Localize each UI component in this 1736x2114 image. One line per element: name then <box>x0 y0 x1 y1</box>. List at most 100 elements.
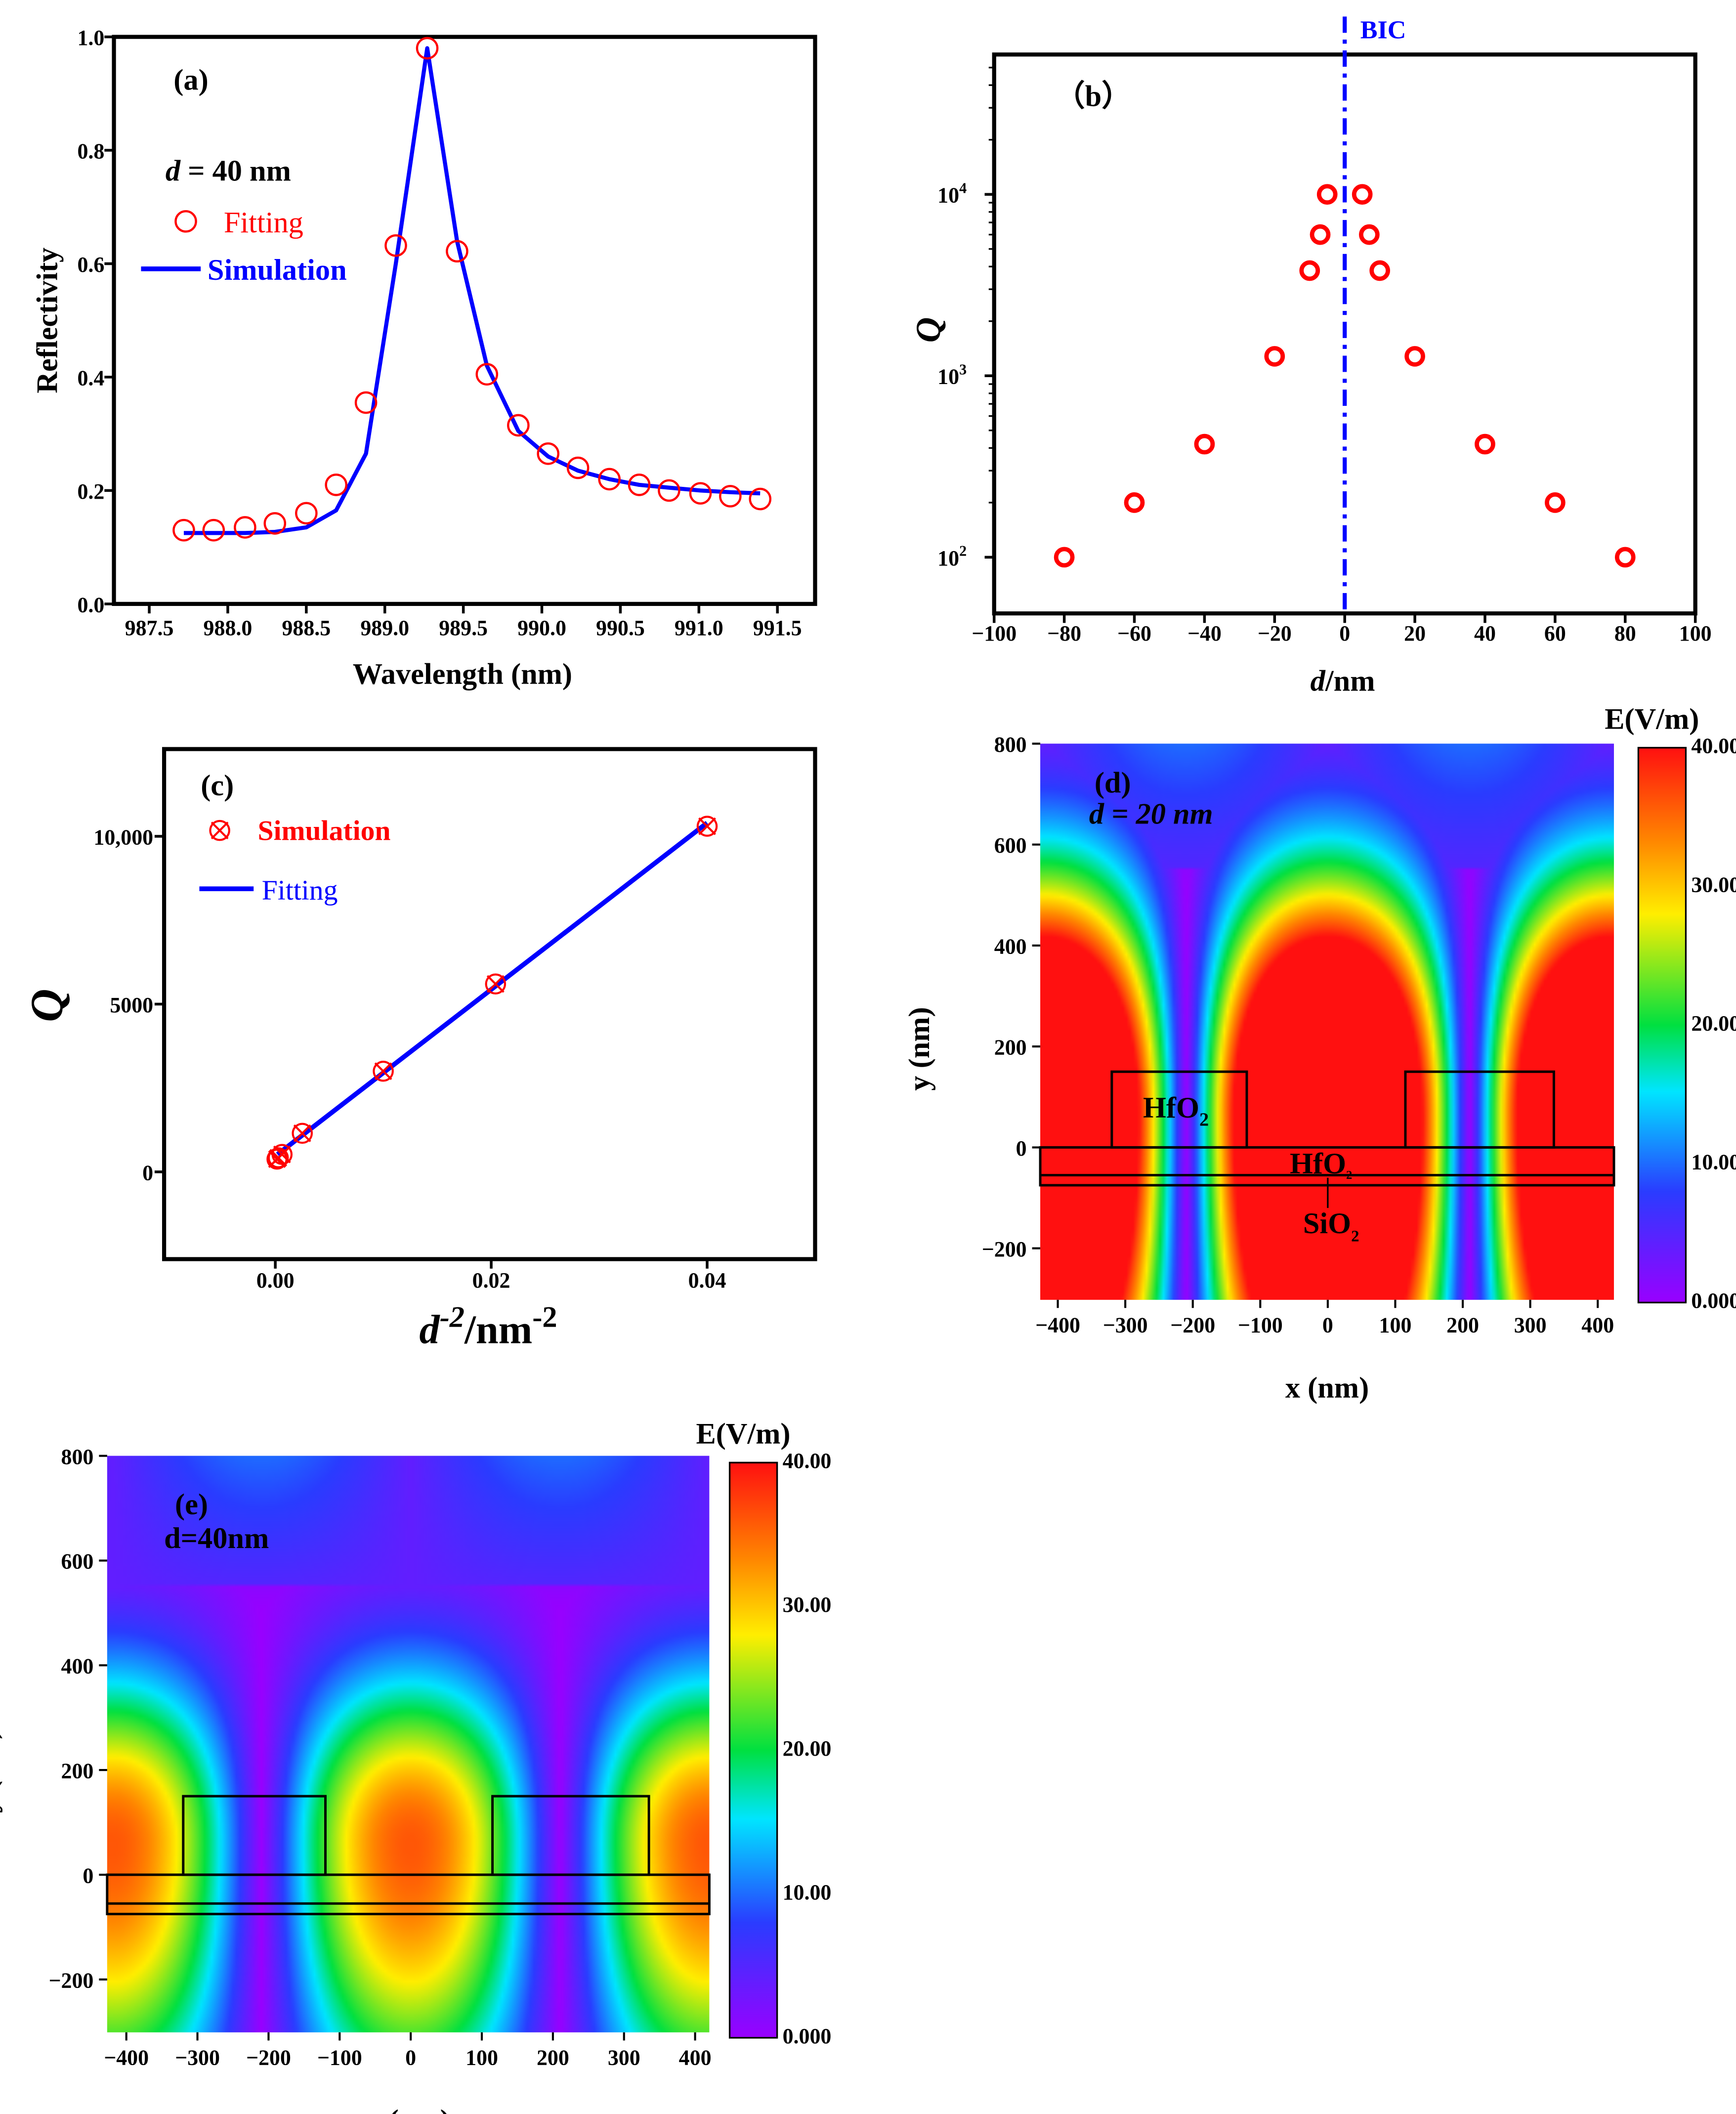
x-tick-label: −300 <box>1103 1314 1148 1337</box>
panel-label: (d) <box>1095 766 1131 799</box>
x-tick-label: −100 <box>317 2046 362 2070</box>
point-cross <box>698 817 716 835</box>
fitting-point <box>475 363 499 386</box>
q-point <box>1054 547 1075 568</box>
x-tick-label: 990.0 <box>517 616 566 640</box>
x-tick-label: 991.5 <box>753 616 802 640</box>
layer-stack <box>106 1873 711 1915</box>
fitting-point <box>507 414 530 437</box>
panel-e-field-map: −400 −300 −200 −100 0 100 200 300 400 −200 0 200 400… <box>0 1418 831 2114</box>
colorbar <box>728 1462 778 2039</box>
fitting-point <box>598 468 621 491</box>
y-tick-label: 1.0 <box>77 26 104 50</box>
x-tick-label: −400 <box>1035 1314 1080 1337</box>
simulation-point <box>373 1060 394 1082</box>
colorbar-title: E(V/m) <box>696 1418 790 1451</box>
fitting-point <box>354 391 378 414</box>
y-tick-label: 800 <box>61 1445 94 1469</box>
x-tick-label: 100 <box>1679 622 1712 646</box>
x-tick-label: 0.00 <box>256 1269 295 1293</box>
legend-simulation-label: Simulation <box>257 815 390 846</box>
x-tick-label: 40 <box>1474 622 1496 646</box>
q-point <box>1359 224 1380 245</box>
y-tick-label: 0.6 <box>77 253 104 277</box>
y-tick-label: 0 <box>1016 1137 1027 1161</box>
simulation-point <box>271 1144 293 1165</box>
x-tick-label: 0 <box>1339 622 1350 646</box>
x-tick-label: 200 <box>1446 1314 1479 1337</box>
fitting-point <box>749 487 772 511</box>
substrate-label: SiO2 <box>1303 1207 1359 1245</box>
x-axis-label: Wavelength (nm) <box>353 658 572 691</box>
fitting-point <box>628 474 651 496</box>
x-axis-label: x (nm) <box>1285 1371 1369 1404</box>
y-tick-label: 104 <box>937 179 967 207</box>
x-tick-label: −80 <box>1047 622 1081 646</box>
panel-annotation: d = 20 nm <box>1089 797 1213 830</box>
y-tick-label: 102 <box>937 543 967 570</box>
x-tick-label: 20 <box>1404 622 1426 646</box>
y-tick-label: 200 <box>61 1760 94 1783</box>
panel-c-q-vs-d-chart: (c) Simulation Fitting d-2/nm-2 Q 0.00 0.… <box>22 747 817 1352</box>
point-circle <box>373 1060 394 1082</box>
legend-simulation-label: Simulation <box>208 254 347 287</box>
q-point <box>1264 346 1285 367</box>
plot-frame <box>112 35 817 606</box>
y-tick-label: 103 <box>937 361 967 389</box>
ridge-label: HfO2 <box>1143 1091 1209 1130</box>
panel-annotation: d=40nm <box>164 1522 269 1555</box>
point-cross <box>293 1124 311 1142</box>
simulation-line <box>183 46 761 535</box>
panel-b-label: （b） <box>1055 80 1131 113</box>
fitting-point <box>172 518 195 542</box>
q-point <box>1124 492 1145 513</box>
colorbar-tick-label: 30.00 <box>783 1593 832 1617</box>
q-point <box>1310 224 1331 245</box>
fitting-line <box>276 821 709 1157</box>
legend-simulation-marker <box>209 820 230 841</box>
colorbar-tick-label: 0.000 <box>1691 1289 1736 1313</box>
q-point <box>1316 184 1338 205</box>
colorbar-tick-label: 10.00 <box>783 1881 832 1904</box>
colorbar-tick-label: 20.00 <box>1691 1012 1736 1035</box>
fitting-point <box>295 502 318 525</box>
point-cross <box>273 1145 291 1164</box>
simulation-point <box>485 973 507 994</box>
bic-label: BIC <box>1360 16 1406 44</box>
ridge-label-sub: 2 <box>1199 1109 1209 1130</box>
y-axis-label: Reflectivity <box>31 248 64 393</box>
x-tick-label: 990.5 <box>596 616 645 640</box>
layer-label: HfO2 <box>1290 1147 1352 1182</box>
fitting-point <box>689 482 712 505</box>
colorbar-tick-label: 40.00 <box>783 1449 832 1473</box>
x-tick-label: 989.5 <box>439 616 488 640</box>
y-tick-label: 0.2 <box>77 480 104 504</box>
x-tick-label: −200 <box>246 2046 291 2070</box>
point-circle <box>696 816 718 837</box>
y-tick-label: 0 <box>142 1161 153 1185</box>
x-unit: /nm <box>1325 664 1375 697</box>
y-axis-label: y (nm) <box>0 1729 3 1813</box>
colorbar <box>1637 747 1687 1303</box>
x-tick-label: 100 <box>466 2046 498 2070</box>
legend-fitting-label: Fitting <box>262 875 338 906</box>
x-var: d <box>1311 664 1326 697</box>
x-axis-label: d/nm <box>1311 664 1375 697</box>
fitting-point <box>566 456 590 479</box>
x-tick-label: −100 <box>1238 1314 1283 1337</box>
q-point <box>1475 433 1495 455</box>
x-tick-label: 0 <box>1322 1314 1333 1337</box>
y-tick-label: 600 <box>61 1550 94 1574</box>
fitting-point <box>384 234 407 257</box>
y-tick-label: 400 <box>61 1655 94 1679</box>
fitting-point <box>446 240 468 263</box>
colorbar-tick-label: 20.00 <box>783 1737 832 1761</box>
x-tick-label: −300 <box>175 2046 220 2070</box>
x-unit-exp: -2 <box>532 1301 557 1334</box>
annotation-value: = 40 nm <box>180 155 291 188</box>
panel-c-label: (c) <box>201 769 234 802</box>
q-point <box>1369 260 1391 281</box>
point-cross <box>486 975 505 993</box>
y-tick-label: 0.8 <box>77 140 104 164</box>
